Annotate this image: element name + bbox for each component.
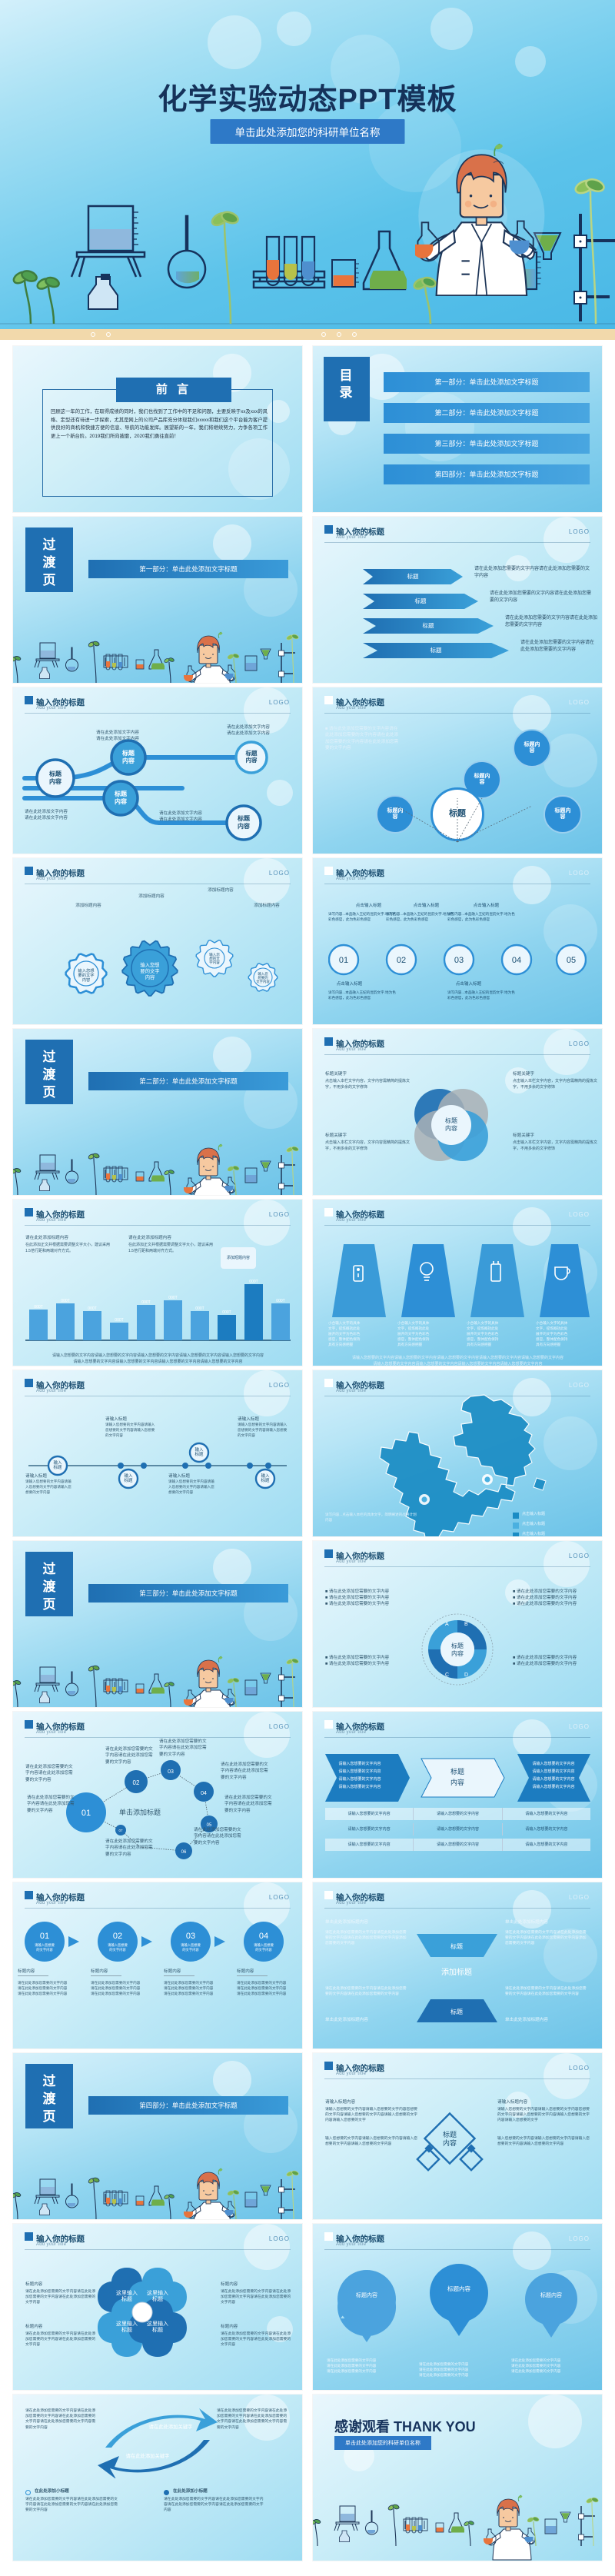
- svg-text:标题: 标题: [445, 1117, 457, 1124]
- svg-text:000T: 000T: [34, 1305, 42, 1310]
- svg-text:内容: 内容: [115, 797, 127, 805]
- svg-text:03: 03: [168, 1769, 174, 1775]
- svg-text:标题: 标题: [194, 1451, 204, 1457]
- svg-text:这里输入: 这里输入: [147, 2289, 168, 2296]
- svg-text:单击添加标题: 单击添加标题: [119, 1808, 161, 1816]
- svg-text:的文字内容: 的文字内容: [255, 1947, 272, 1952]
- svg-text:这里输入: 这里输入: [116, 2320, 138, 2327]
- svg-text:内容: 内容: [145, 973, 155, 980]
- svg-text:标题: 标题: [443, 2130, 457, 2138]
- svg-text:请输入您想要: 请输入您想要: [181, 1942, 201, 1948]
- svg-text:输入: 输入: [124, 1473, 133, 1479]
- svg-text:请在此处添加关键字: 请在此处添加关键字: [149, 2423, 193, 2430]
- svg-text:内容: 内容: [49, 777, 62, 785]
- svg-text:06: 06: [181, 1850, 187, 1855]
- svg-text:的文字内容: 的文字内容: [109, 1947, 126, 1952]
- svg-text:02: 02: [113, 1932, 122, 1941]
- svg-text:请输入您想要的文字内容: 请输入您想要的文字内容: [338, 1769, 381, 1774]
- svg-text:标题: 标题: [152, 2295, 163, 2302]
- svg-text:请输入您想要的文字内容: 请输入您想要的文字内容: [338, 1761, 381, 1766]
- svg-text:标题内容: 标题内容: [356, 2291, 377, 2298]
- svg-text:000T: 000T: [168, 1296, 177, 1300]
- svg-text:输入: 输入: [261, 1473, 270, 1479]
- svg-text:这里输入: 这里输入: [116, 2289, 138, 2296]
- svg-text:内容: 内容: [122, 757, 135, 764]
- svg-text:000T: 000T: [222, 1310, 231, 1315]
- svg-text:文字内容: 文字内容: [256, 979, 270, 984]
- svg-text:05: 05: [567, 956, 576, 965]
- svg-text:标题: 标题: [121, 2295, 132, 2302]
- svg-text:标题内容: 标题内容: [540, 2291, 562, 2298]
- svg-text:标题: 标题: [114, 790, 128, 797]
- svg-text:标题: 标题: [450, 2008, 463, 2015]
- svg-text:标题: 标题: [451, 1642, 464, 1649]
- svg-text:01: 01: [81, 1809, 91, 1818]
- svg-text:000T: 000T: [276, 1299, 284, 1303]
- svg-text:000T: 000T: [195, 1306, 204, 1311]
- svg-text:01: 01: [339, 956, 348, 965]
- svg-text:04: 04: [259, 1932, 268, 1941]
- svg-text:A: A: [445, 1622, 449, 1627]
- svg-text:000T: 000T: [141, 1300, 150, 1305]
- svg-text:标题: 标题: [245, 749, 258, 757]
- svg-text:内容: 内容: [238, 822, 250, 830]
- svg-text:输入: 输入: [53, 1459, 62, 1466]
- svg-text:07: 07: [118, 1829, 123, 1832]
- svg-text:请输入您想要的文字内容: 请输入您想要的文字内容: [532, 1784, 574, 1789]
- svg-text:B: B: [464, 1622, 468, 1627]
- svg-text:输入您想: 输入您想: [140, 961, 159, 968]
- svg-text:请输入您想要的文字内容: 请输入您想要的文字内容: [532, 1761, 574, 1766]
- svg-text:内容: 内容: [450, 1778, 464, 1786]
- svg-text:标题: 标题: [121, 749, 135, 757]
- svg-text:03: 03: [454, 956, 464, 965]
- svg-text:03: 03: [186, 1932, 195, 1941]
- svg-text:04: 04: [201, 1791, 207, 1796]
- svg-text:字内容: 字内容: [209, 960, 220, 965]
- svg-text:请输入您想要的文字内容: 请输入您想要的文字内容: [532, 1776, 574, 1782]
- svg-text:000T: 000T: [249, 1280, 258, 1284]
- svg-text:000T: 000T: [115, 1318, 123, 1323]
- svg-text:标题: 标题: [124, 1477, 133, 1483]
- svg-text:内容: 内容: [445, 1124, 457, 1132]
- svg-text:标题: 标题: [450, 1942, 463, 1950]
- svg-text:请在此处添加关键字: 请在此处添加关键字: [126, 2452, 170, 2459]
- svg-text:C: C: [445, 1672, 449, 1678]
- svg-text:标题: 标题: [450, 1767, 464, 1776]
- svg-text:标题: 标题: [53, 1464, 62, 1470]
- svg-text:000T: 000T: [61, 1299, 69, 1303]
- svg-text:04: 04: [512, 956, 521, 965]
- svg-text:要的文字: 要的文字: [140, 967, 159, 974]
- svg-text:01: 01: [40, 1932, 49, 1941]
- svg-text:要的文字: 要的文字: [78, 972, 94, 978]
- svg-text:标题: 标题: [237, 814, 251, 822]
- svg-text:标题: 标题: [121, 2326, 132, 2333]
- svg-text:标题: 标题: [261, 1477, 270, 1483]
- svg-text:这里输入: 这里输入: [147, 2320, 168, 2327]
- svg-text:请输入您想要的文字内容: 请输入您想要的文字内容: [532, 1769, 574, 1774]
- svg-text:的文字内容: 的文字内容: [36, 1947, 53, 1952]
- svg-text:02: 02: [133, 1779, 140, 1786]
- svg-text:的文字内容: 的文字内容: [182, 1947, 199, 1952]
- svg-text:内容: 内容: [82, 977, 91, 983]
- svg-text:D: D: [464, 1672, 468, 1678]
- svg-text:请输入您想要: 请输入您想要: [254, 1942, 274, 1948]
- svg-text:请输入您想要的文字内容: 请输入您想要的文字内容: [338, 1784, 381, 1789]
- svg-text:000T: 000T: [88, 1306, 96, 1311]
- svg-text:添加标题: 添加标题: [441, 1967, 472, 1977]
- svg-text:请输入您想要的文字内容: 请输入您想要的文字内容: [338, 1776, 381, 1782]
- svg-text:内容: 内容: [451, 1649, 464, 1657]
- svg-text:标题: 标题: [152, 2326, 163, 2333]
- svg-text:输入: 输入: [194, 1446, 204, 1453]
- svg-text:请输入您想要: 请输入您想要: [35, 1942, 55, 1948]
- svg-text:标题内容: 标题内容: [447, 2285, 470, 2292]
- svg-text:内容: 内容: [246, 756, 258, 764]
- svg-text:输入您想: 输入您想: [78, 967, 95, 973]
- svg-text:标题: 标题: [48, 770, 62, 777]
- svg-text:内容: 内容: [443, 2138, 457, 2147]
- svg-text:请输入您想要: 请输入您想要: [108, 1942, 128, 1948]
- svg-text:02: 02: [397, 956, 406, 965]
